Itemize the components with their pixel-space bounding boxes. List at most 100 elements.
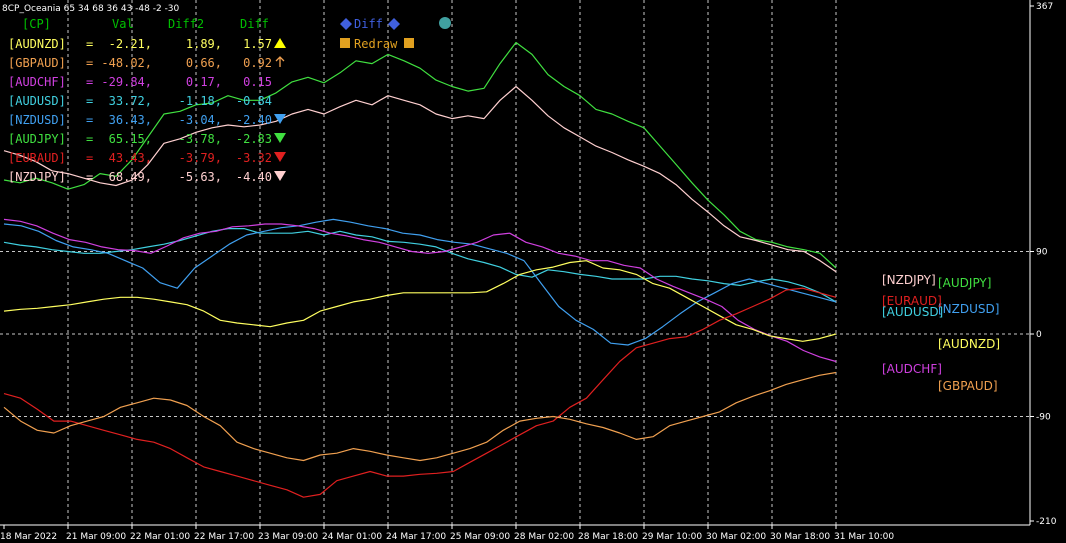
eq-cell: = xyxy=(86,132,93,146)
arrow-up-icon xyxy=(275,56,285,67)
square-icon xyxy=(404,38,414,48)
triangle-down-icon xyxy=(274,171,286,181)
diff2-cell: 1.89, xyxy=(186,37,222,51)
series-end-label: [NZDUSD] xyxy=(938,302,999,316)
x-tick-label: 18 Mar 2022 xyxy=(0,532,57,542)
series-line-nzdjpy xyxy=(3,85,837,273)
val-cell: -2.21, xyxy=(109,37,152,51)
eq-cell: = xyxy=(86,94,93,108)
pair-cell: [NZDJPY] xyxy=(8,170,66,184)
redraw-button[interactable]: Redraw xyxy=(340,37,414,51)
pair-cell: [AUDUSD] xyxy=(8,94,66,108)
series-end-label: [AUDNZD] xyxy=(938,337,1000,351)
time-axis: 18 Mar 2022 21 Mar 09:00 22 Mar 01:00 22 Ma… xyxy=(0,525,894,542)
eq-cell: = xyxy=(86,75,93,89)
table-row: [GBPAUD] = -48.02, 0.66, 0.92 xyxy=(8,56,285,70)
header-diff2: Diff2 xyxy=(168,17,204,31)
pair-cell: [GBPAUD] xyxy=(8,56,66,70)
diff-cell: -2.40 xyxy=(236,113,272,127)
series-end-label: [NZDJPY] xyxy=(882,273,936,287)
series-line-audchf xyxy=(3,218,837,363)
circle-toggle-icon[interactable] xyxy=(439,17,451,29)
val-cell: -29.84, xyxy=(101,75,152,89)
series-line-audjpy xyxy=(3,41,837,269)
val-cell: 65.15, xyxy=(109,132,152,146)
diff-cell: -4.40 xyxy=(236,170,272,184)
y-tick-label: 0 xyxy=(1036,330,1042,340)
y-tick-label: 367 xyxy=(1036,2,1053,12)
y-tick-label: -210 xyxy=(1036,517,1057,527)
header-val: Val xyxy=(112,17,134,31)
series-end-label: [GBPAUD] xyxy=(938,379,998,393)
series-line-audnzd xyxy=(3,260,837,342)
pair-cell: [NZDUSD] xyxy=(8,113,66,127)
indicator-title: 8CP_Oceania 65 34 68 36 43 -48 -2 -30 xyxy=(2,4,180,14)
table-row: [AUDUSD] = 33.72, -1.18, -0.84 xyxy=(8,94,272,108)
header-diff: Diff xyxy=(240,17,269,31)
table-row: [NZDUSD] = 36.43, -3.04, -2.40 xyxy=(8,113,286,127)
x-tick-label: 31 Mar 10:00 xyxy=(834,532,894,542)
square-icon xyxy=(340,38,350,48)
triangle-down-icon xyxy=(274,133,286,143)
triangle-down-icon xyxy=(274,152,286,162)
x-tick-label: 30 Mar 18:00 xyxy=(770,532,830,542)
x-tick-label: 21 Mar 09:00 xyxy=(66,532,126,542)
series-end-label: [AUDUSD] xyxy=(882,305,943,319)
series-end-label: [AUDCHF] xyxy=(882,362,942,376)
diff2-cell: 0.66, xyxy=(186,56,222,70)
table-row: [AUDJPY] = 65.15, -3.78, -2.83 xyxy=(8,132,286,146)
val-cell: -48.02, xyxy=(101,56,152,70)
x-tick-label: 24 Mar 01:00 xyxy=(322,532,382,542)
diff-cell: 1.57 xyxy=(243,37,272,51)
price-axis: 367 90 0 -90 -210 xyxy=(1030,2,1057,527)
strength-table: [CP] Val Diff2 Diff [AUDNZD] = -2.21, 1.89,… xyxy=(8,17,286,184)
x-tick-label: 22 Mar 01:00 xyxy=(130,532,190,542)
grid-lines xyxy=(0,0,1030,525)
x-tick-label: 25 Mar 09:00 xyxy=(450,532,510,542)
table-row: [EURAUD] = 43.43, -3.79, -3.32 xyxy=(8,151,286,165)
diff-cell: -0.84 xyxy=(236,94,272,108)
triangle-up-icon xyxy=(274,38,286,48)
diff2-cell: -5.63, xyxy=(179,170,222,184)
diff-button[interactable]: Diff xyxy=(340,17,400,31)
diff2-cell: -3.78, xyxy=(179,132,222,146)
series-line-euraud xyxy=(3,287,837,498)
diff-button-label: Diff xyxy=(354,17,383,31)
x-tick-label: 29 Mar 10:00 xyxy=(642,532,702,542)
series-end-label: [EURAUD] xyxy=(882,294,942,308)
diff-cell: 0.92 xyxy=(243,56,272,70)
pair-cell: [EURAUD] xyxy=(8,151,66,165)
eq-cell: = xyxy=(86,170,93,184)
x-tick-label: 23 Mar 09:00 xyxy=(258,532,318,542)
val-cell: 33.72, xyxy=(109,94,152,108)
triangle-down-icon xyxy=(274,114,286,124)
x-tick-label: 28 Mar 02:00 xyxy=(514,532,574,542)
val-cell: 43.43, xyxy=(109,151,152,165)
x-tick-label: 30 Mar 02:00 xyxy=(706,532,766,542)
diamond-icon xyxy=(388,18,400,30)
series-line-nzdusd xyxy=(3,218,837,346)
diff-cell: -2.83 xyxy=(236,132,272,146)
diff2-cell: -3.04, xyxy=(179,113,222,127)
redraw-button-label: Redraw xyxy=(354,37,398,51)
pair-cell: [AUDCHF] xyxy=(8,75,66,89)
diff-cell: 0.15 xyxy=(243,75,272,89)
x-tick-label: 22 Mar 17:00 xyxy=(194,532,254,542)
table-row: [NZDJPY] = 68.49, -5.63, -4.40 xyxy=(8,170,286,184)
eq-cell: = xyxy=(86,151,93,165)
pair-cell: [AUDJPY] xyxy=(8,132,66,146)
y-tick-label: -90 xyxy=(1036,413,1051,423)
pair-cell: [AUDNZD] xyxy=(8,37,66,51)
eq-cell: = xyxy=(86,113,93,127)
series-end-label: [AUDJPY] xyxy=(938,276,991,290)
diamond-icon xyxy=(340,18,352,30)
series-line-gbpaud xyxy=(3,371,837,462)
diff2-cell: -1.18, xyxy=(179,94,222,108)
table-row: [AUDCHF] = -29.84, 0.17, 0.15 xyxy=(8,75,272,89)
series-end-labels: [AUDJPY][NZDJPY] [AUDUSD][NZDUSD] [AUDCHF]… xyxy=(882,273,1000,393)
series-line-audusd xyxy=(3,228,837,303)
eq-cell: = xyxy=(86,37,93,51)
table-row: [AUDNZD] = -2.21, 1.89, 1.57 xyxy=(8,37,286,51)
x-tick-label: 28 Mar 18:00 xyxy=(578,532,638,542)
diff2-cell: 0.17, xyxy=(186,75,222,89)
